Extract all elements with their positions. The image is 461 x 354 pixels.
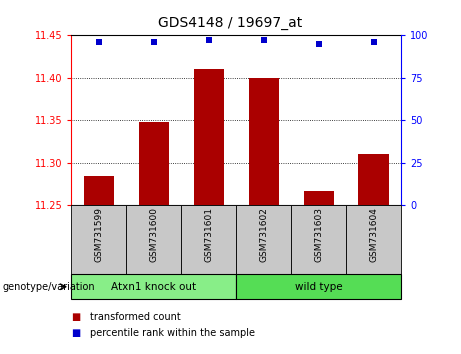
Text: percentile rank within the sample: percentile rank within the sample (90, 329, 255, 338)
Bar (359, 154, 389, 205)
Bar (346, 205, 401, 274)
Bar (291, 205, 346, 274)
Bar (139, 122, 169, 205)
Text: wild type: wild type (295, 282, 343, 292)
Bar (194, 69, 224, 205)
Text: GSM731601: GSM731601 (204, 207, 213, 262)
Text: ■: ■ (71, 329, 81, 338)
Bar (71, 274, 236, 299)
Text: GSM731603: GSM731603 (314, 207, 323, 262)
Bar (181, 205, 236, 274)
Bar (236, 274, 401, 299)
Text: GSM731604: GSM731604 (369, 207, 378, 262)
Text: Atxn1 knock out: Atxn1 knock out (111, 282, 196, 292)
Bar (84, 176, 114, 205)
Text: GSM731599: GSM731599 (95, 207, 103, 262)
Text: ■: ■ (71, 312, 81, 322)
Bar (71, 205, 126, 274)
Text: GDS4148 / 19697_at: GDS4148 / 19697_at (159, 16, 302, 30)
Text: transformed count: transformed count (90, 312, 181, 322)
Text: GSM731602: GSM731602 (259, 207, 268, 262)
Text: genotype/variation: genotype/variation (2, 282, 95, 292)
Bar (248, 78, 279, 205)
Text: GSM731600: GSM731600 (149, 207, 159, 262)
Bar (236, 205, 291, 274)
Bar (126, 205, 181, 274)
Bar (303, 191, 334, 205)
